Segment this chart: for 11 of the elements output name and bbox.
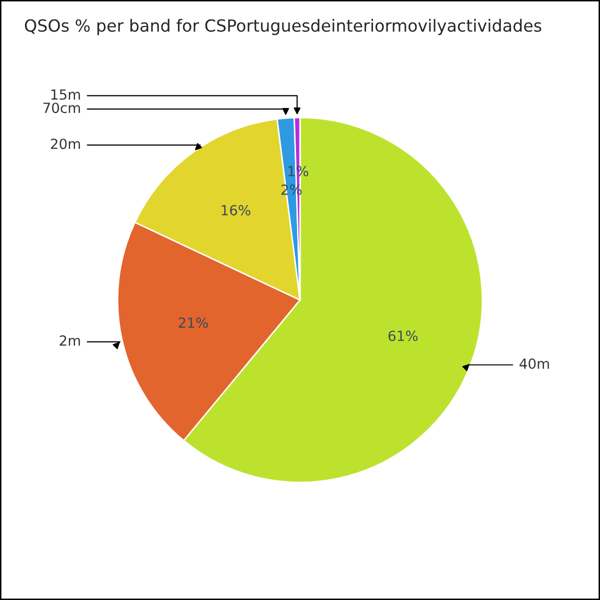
data-label: 1%	[288, 166, 308, 176]
slice-label: 15m	[51, 89, 80, 100]
slice-label: 40m	[520, 358, 549, 369]
slice-label: 20m	[50, 138, 80, 150]
data-label: 21%	[178, 317, 208, 328]
data-label: 2%	[281, 184, 302, 195]
slice-label: 2m	[60, 335, 80, 346]
data-label: 16%	[222, 204, 250, 216]
chart-title: QSOs % per band for CSPortuguesdeinteriormovilyactividades	[24, 18, 542, 36]
slice-label: 70cm	[43, 102, 80, 114]
data-label: 61%	[388, 330, 418, 342]
